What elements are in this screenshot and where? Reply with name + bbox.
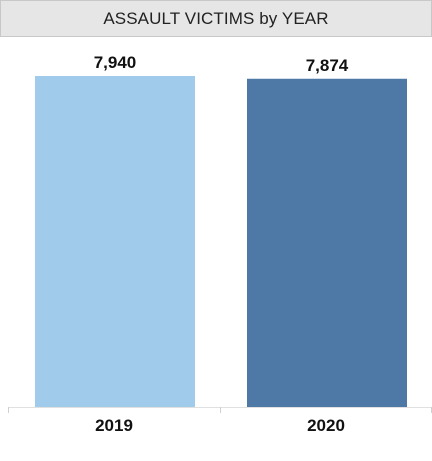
chart-title: ASSAULT VICTIMS by YEAR bbox=[103, 8, 329, 28]
data-label-2020: 7,874 bbox=[306, 56, 349, 75]
plot-area: 7,940 2019 7,874 2020 bbox=[8, 53, 432, 435]
bar-2019[interactable] bbox=[35, 76, 195, 407]
bar-chart-svg: 7,940 2019 7,874 2020 bbox=[8, 53, 432, 435]
data-label-2019: 7,940 bbox=[94, 53, 137, 72]
bar-2020[interactable] bbox=[247, 78, 407, 407]
chart-area: 7,940 2019 7,874 2020 bbox=[0, 37, 432, 461]
x-tick-label-2020: 2020 bbox=[307, 416, 345, 435]
x-tick-label-2019: 2019 bbox=[95, 416, 133, 435]
chart-title-bar: ASSAULT VICTIMS by YEAR bbox=[0, 0, 432, 37]
